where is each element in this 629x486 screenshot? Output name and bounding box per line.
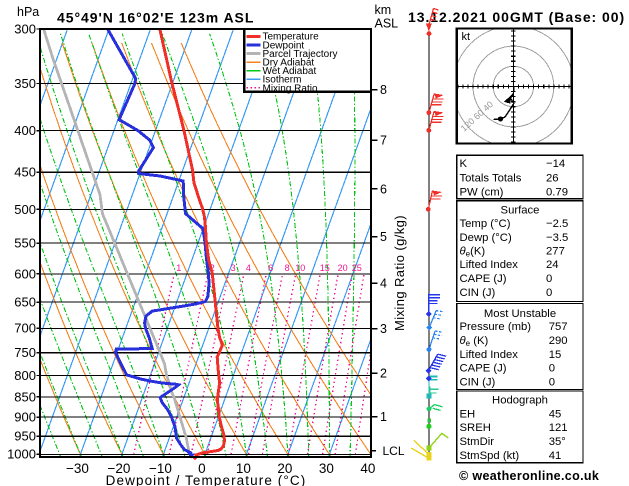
svg-text:20: 20 [277,461,292,476]
svg-text:900: 900 [14,410,36,425]
svg-text:hPa: hPa [17,5,39,19]
svg-text:41: 41 [549,450,562,462]
svg-text:700: 700 [14,321,36,336]
svg-text:550: 550 [14,236,36,251]
svg-text:600: 600 [14,266,36,281]
svg-text:Dewpoint / Temperature (°C): Dewpoint / Temperature (°C) [106,473,307,486]
svg-text:850: 850 [14,389,36,404]
svg-text:θe (K): θe (K) [460,335,489,348]
svg-text:290: 290 [549,335,568,347]
svg-text:35°: 35° [549,436,566,448]
svg-text:Lifted Index: Lifted Index [460,349,519,361]
svg-text:45: 45 [549,409,562,421]
svg-text:−3.5: −3.5 [546,232,568,244]
svg-text:26: 26 [546,172,559,184]
svg-text:Parcel Trajectory: Parcel Trajectory [263,49,338,60]
svg-text:3: 3 [231,263,236,273]
svg-text:LCL: LCL [383,444,405,458]
svg-text:4: 4 [380,277,387,291]
svg-text:Lifted Index: Lifted Index [460,259,519,271]
svg-text:45°49'N 16°02'E 123m ASL: 45°49'N 16°02'E 123m ASL [57,10,254,26]
svg-text:4: 4 [246,263,251,273]
svg-text:PW (cm): PW (cm) [460,186,504,198]
svg-text:450: 450 [14,165,36,180]
svg-text:1: 1 [176,263,181,273]
svg-text:8: 8 [380,83,387,97]
svg-text:350: 350 [14,76,36,91]
svg-text:25: 25 [352,263,362,273]
svg-text:CAPE (J): CAPE (J) [460,363,507,375]
svg-text:0: 0 [549,377,555,389]
svg-text:0: 0 [198,461,206,476]
svg-text:CIN (J): CIN (J) [460,377,496,389]
svg-text:6: 6 [268,263,273,273]
svg-text:13.12.2021 00GMT (Base: 00): 13.12.2021 00GMT (Base: 00) [408,9,625,25]
svg-text:8: 8 [285,263,290,273]
svg-text:km: km [375,3,392,17]
svg-text:Most Unstable: Most Unstable [484,308,556,320]
svg-text:Temperature: Temperature [263,32,320,43]
svg-text:Temp (°C): Temp (°C) [460,218,511,230]
svg-text:300: 300 [14,21,36,36]
svg-text:277: 277 [546,246,565,258]
svg-text:Dewp (°C): Dewp (°C) [460,232,512,244]
svg-text:2: 2 [380,367,387,381]
svg-text:1: 1 [380,410,387,424]
svg-text:24: 24 [546,259,559,271]
svg-text:0: 0 [546,287,552,299]
svg-text:ASL: ASL [375,16,399,30]
svg-text:757: 757 [549,321,568,333]
svg-text:15: 15 [320,263,330,273]
svg-text:0: 0 [546,273,552,285]
svg-text:CIN (J): CIN (J) [460,287,496,299]
svg-text:EH: EH [460,409,476,421]
svg-text:500: 500 [14,202,36,217]
svg-text:0: 0 [549,363,555,375]
svg-text:Wet Adiabat: Wet Adiabat [263,66,317,77]
svg-text:650: 650 [14,295,36,310]
svg-text:10: 10 [236,461,251,476]
svg-text:121: 121 [549,422,568,434]
svg-text:Isotherm: Isotherm [263,75,302,86]
svg-text:−20: −20 [107,461,130,476]
svg-text:400: 400 [14,123,36,138]
svg-text:10: 10 [295,263,305,273]
svg-text:950: 950 [14,429,36,444]
svg-text:750: 750 [14,345,36,360]
svg-text:© weatheronline.co.uk: © weatheronline.co.uk [459,469,599,483]
svg-text:7: 7 [380,134,387,148]
svg-text:3: 3 [380,322,387,336]
svg-text:SREH: SREH [460,422,491,434]
svg-text:−14: −14 [546,158,565,170]
svg-text:0.79: 0.79 [546,186,568,198]
svg-text:Mixing Ratio: Mixing Ratio [263,83,318,94]
svg-text:−10: −10 [149,461,172,476]
svg-text:1000: 1000 [7,447,36,462]
svg-text:40: 40 [360,461,375,476]
svg-text:30: 30 [319,461,334,476]
svg-text:−2.5: −2.5 [546,218,568,230]
svg-text:15: 15 [549,349,562,361]
svg-text:StmDir: StmDir [460,436,495,448]
svg-text:6: 6 [380,182,387,196]
svg-text:20: 20 [338,263,348,273]
svg-text:StmSpd (kt): StmSpd (kt) [460,450,520,462]
svg-text:Pressure (mb): Pressure (mb) [460,321,532,333]
svg-text:θe(K): θe(K) [460,246,486,259]
svg-text:kt: kt [462,31,471,43]
svg-text:Dewpoint: Dewpoint [263,40,305,51]
svg-text:Mixing Ratio (g/kg): Mixing Ratio (g/kg) [392,215,407,331]
svg-text:−30: −30 [66,461,89,476]
svg-text:K: K [460,158,468,170]
svg-text:Dry Adiabat: Dry Adiabat [263,58,315,69]
svg-text:Hodograph: Hodograph [492,395,548,407]
svg-text:800: 800 [14,368,36,383]
svg-text:Surface: Surface [501,205,540,217]
svg-text:CAPE (J): CAPE (J) [460,273,507,285]
svg-text:Totals Totals: Totals Totals [460,172,522,184]
svg-text:5: 5 [380,230,387,244]
